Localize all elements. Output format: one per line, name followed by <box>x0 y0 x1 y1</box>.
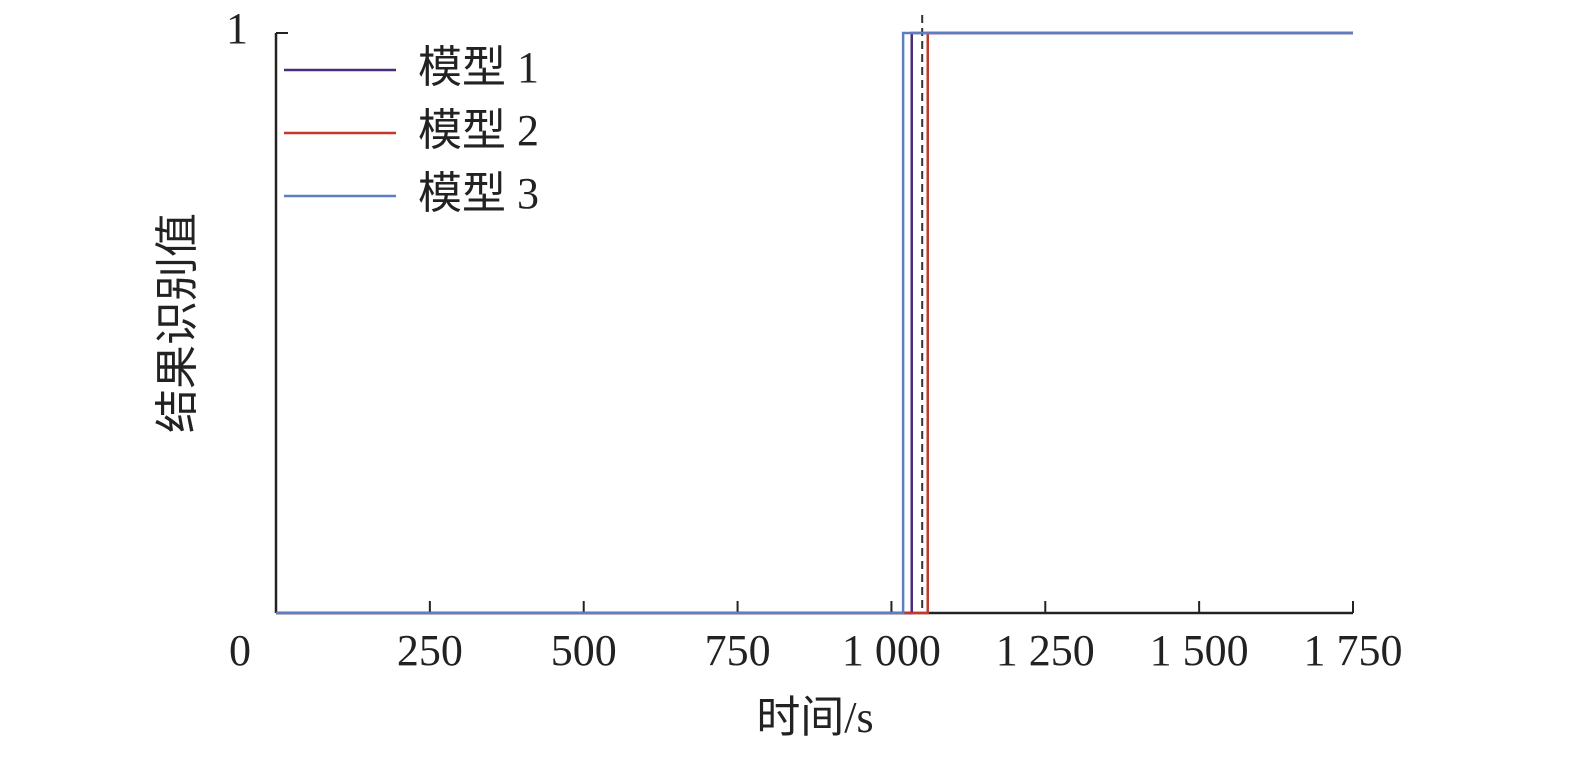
y-tick-label: 1 <box>226 4 248 53</box>
x-tick-label: 500 <box>551 626 617 675</box>
x-tick-label: 250 <box>397 626 463 675</box>
x-tick-label: 1 750 <box>1304 626 1403 675</box>
legend-label: 模型 2 <box>418 106 539 155</box>
legend-label: 模型 1 <box>418 43 539 92</box>
x-tick-label: 1 000 <box>842 626 941 675</box>
x-tick-label: 0 <box>229 626 251 675</box>
legend-label: 模型 3 <box>418 169 539 218</box>
series-line <box>276 31 1353 615</box>
x-tick-label: 1 500 <box>1150 626 1249 675</box>
x-tick-label: 1 250 <box>996 626 1095 675</box>
x-axis-label: 时间/s <box>756 693 873 742</box>
x-tick-label: 750 <box>705 626 771 675</box>
y-axis-label: 结果识别值 <box>153 213 202 433</box>
